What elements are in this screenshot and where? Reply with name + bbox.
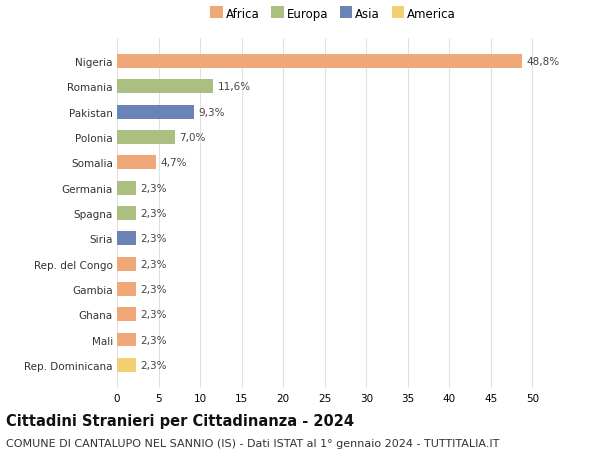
Bar [117,207,136,220]
Bar [117,181,136,195]
Bar [117,257,136,271]
Bar [117,232,136,246]
Text: 2,3%: 2,3% [140,234,167,244]
Text: 48,8%: 48,8% [527,57,560,67]
Text: 11,6%: 11,6% [218,82,251,92]
Bar [117,282,136,296]
Text: 2,3%: 2,3% [140,208,167,218]
Legend: Africa, Europa, Asia, America: Africa, Europa, Asia, America [205,4,461,26]
Text: 2,3%: 2,3% [140,360,167,370]
Text: 2,3%: 2,3% [140,309,167,319]
Bar [117,333,136,347]
Bar [117,131,175,145]
Text: 2,3%: 2,3% [140,259,167,269]
Text: COMUNE DI CANTALUPO NEL SANNIO (IS) - Dati ISTAT al 1° gennaio 2024 - TUTTITALIA: COMUNE DI CANTALUPO NEL SANNIO (IS) - Da… [6,438,499,448]
Bar [117,80,214,94]
Text: 2,3%: 2,3% [140,284,167,294]
Bar [117,106,194,119]
Bar [117,55,523,69]
Text: 2,3%: 2,3% [140,335,167,345]
Text: 2,3%: 2,3% [140,183,167,193]
Bar [117,358,136,372]
Bar [117,156,156,170]
Text: 9,3%: 9,3% [199,107,225,118]
Bar [117,308,136,321]
Text: Cittadini Stranieri per Cittadinanza - 2024: Cittadini Stranieri per Cittadinanza - 2… [6,413,354,428]
Text: 4,7%: 4,7% [160,158,187,168]
Text: 7,0%: 7,0% [179,133,206,143]
